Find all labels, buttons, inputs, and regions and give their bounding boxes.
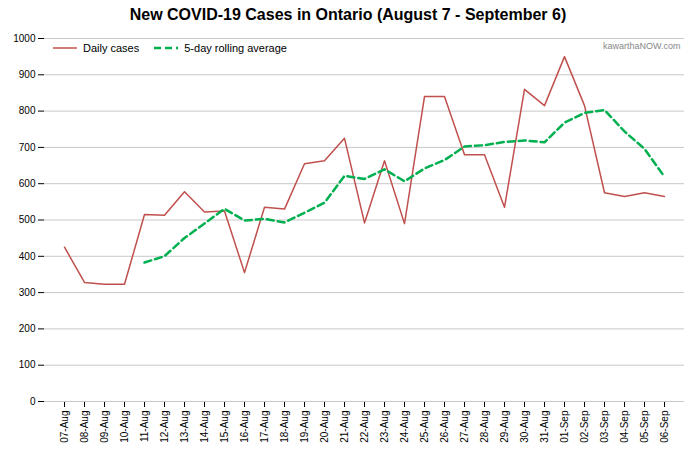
svg-text:19-Aug: 19-Aug xyxy=(299,411,310,443)
svg-text:03-Sep: 03-Sep xyxy=(599,410,610,443)
svg-text:1000: 1000 xyxy=(13,33,36,44)
svg-text:900: 900 xyxy=(19,69,36,80)
svg-text:14-Aug: 14-Aug xyxy=(199,411,210,443)
svg-text:11-Aug: 11-Aug xyxy=(139,411,150,443)
svg-text:800: 800 xyxy=(19,105,36,116)
svg-text:04-Sep: 04-Sep xyxy=(619,410,630,443)
html-text:5-day rolling average: 5-day rolling average xyxy=(184,42,287,54)
svg-text:22-Aug: 22-Aug xyxy=(359,411,370,443)
svg-text:07-Aug: 07-Aug xyxy=(59,411,70,443)
svg-text:31-Aug: 31-Aug xyxy=(539,411,550,443)
html-text:New COVID-19 Cases in Ontario: New COVID-19 Cases in Ontario (August 7 … xyxy=(129,6,567,23)
svg-text:12-Aug: 12-Aug xyxy=(159,411,170,443)
svg-text:02-Sep: 02-Sep xyxy=(579,410,590,443)
svg-text:06-Sep: 06-Sep xyxy=(659,410,670,443)
svg-text:24-Aug: 24-Aug xyxy=(399,411,410,443)
svg-text:28-Aug: 28-Aug xyxy=(479,411,490,443)
svg-text:kawarthaNOW.com: kawarthaNOW.com xyxy=(603,41,681,51)
svg-text:600: 600 xyxy=(19,178,36,189)
svg-text:01-Sep: 01-Sep xyxy=(559,410,570,443)
svg-text:29-Aug: 29-Aug xyxy=(499,411,510,443)
svg-text:17-Aug: 17-Aug xyxy=(259,411,270,443)
svg-text:700: 700 xyxy=(19,142,36,153)
svg-text:08-Aug: 08-Aug xyxy=(79,411,90,443)
svg-text:23-Aug: 23-Aug xyxy=(379,411,390,443)
svg-text:27-Aug: 27-Aug xyxy=(459,411,470,443)
svg-text:18-Aug: 18-Aug xyxy=(279,411,290,443)
svg-text:05-Sep: 05-Sep xyxy=(639,410,650,443)
svg-text:13-Aug: 13-Aug xyxy=(179,411,190,443)
svg-text:10-Aug: 10-Aug xyxy=(119,411,130,443)
svg-text:16-Aug: 16-Aug xyxy=(239,411,250,443)
html-text:Daily cases: Daily cases xyxy=(83,42,140,54)
svg-text:09-Aug: 09-Aug xyxy=(99,411,110,443)
svg-text:30-Aug: 30-Aug xyxy=(519,411,530,443)
svg-text:15-Aug: 15-Aug xyxy=(219,411,230,443)
svg-text:0: 0 xyxy=(30,396,36,407)
svg-text:25-Aug: 25-Aug xyxy=(419,411,430,443)
svg-text:300: 300 xyxy=(19,287,36,298)
svg-text:500: 500 xyxy=(19,214,36,225)
svg-text:26-Aug: 26-Aug xyxy=(439,411,450,443)
svg-text:100: 100 xyxy=(19,359,36,370)
svg-text:400: 400 xyxy=(19,251,36,262)
svg-text:20-Aug: 20-Aug xyxy=(319,411,330,443)
svg-text:21-Aug: 21-Aug xyxy=(339,411,350,443)
svg-text:200: 200 xyxy=(19,323,36,334)
